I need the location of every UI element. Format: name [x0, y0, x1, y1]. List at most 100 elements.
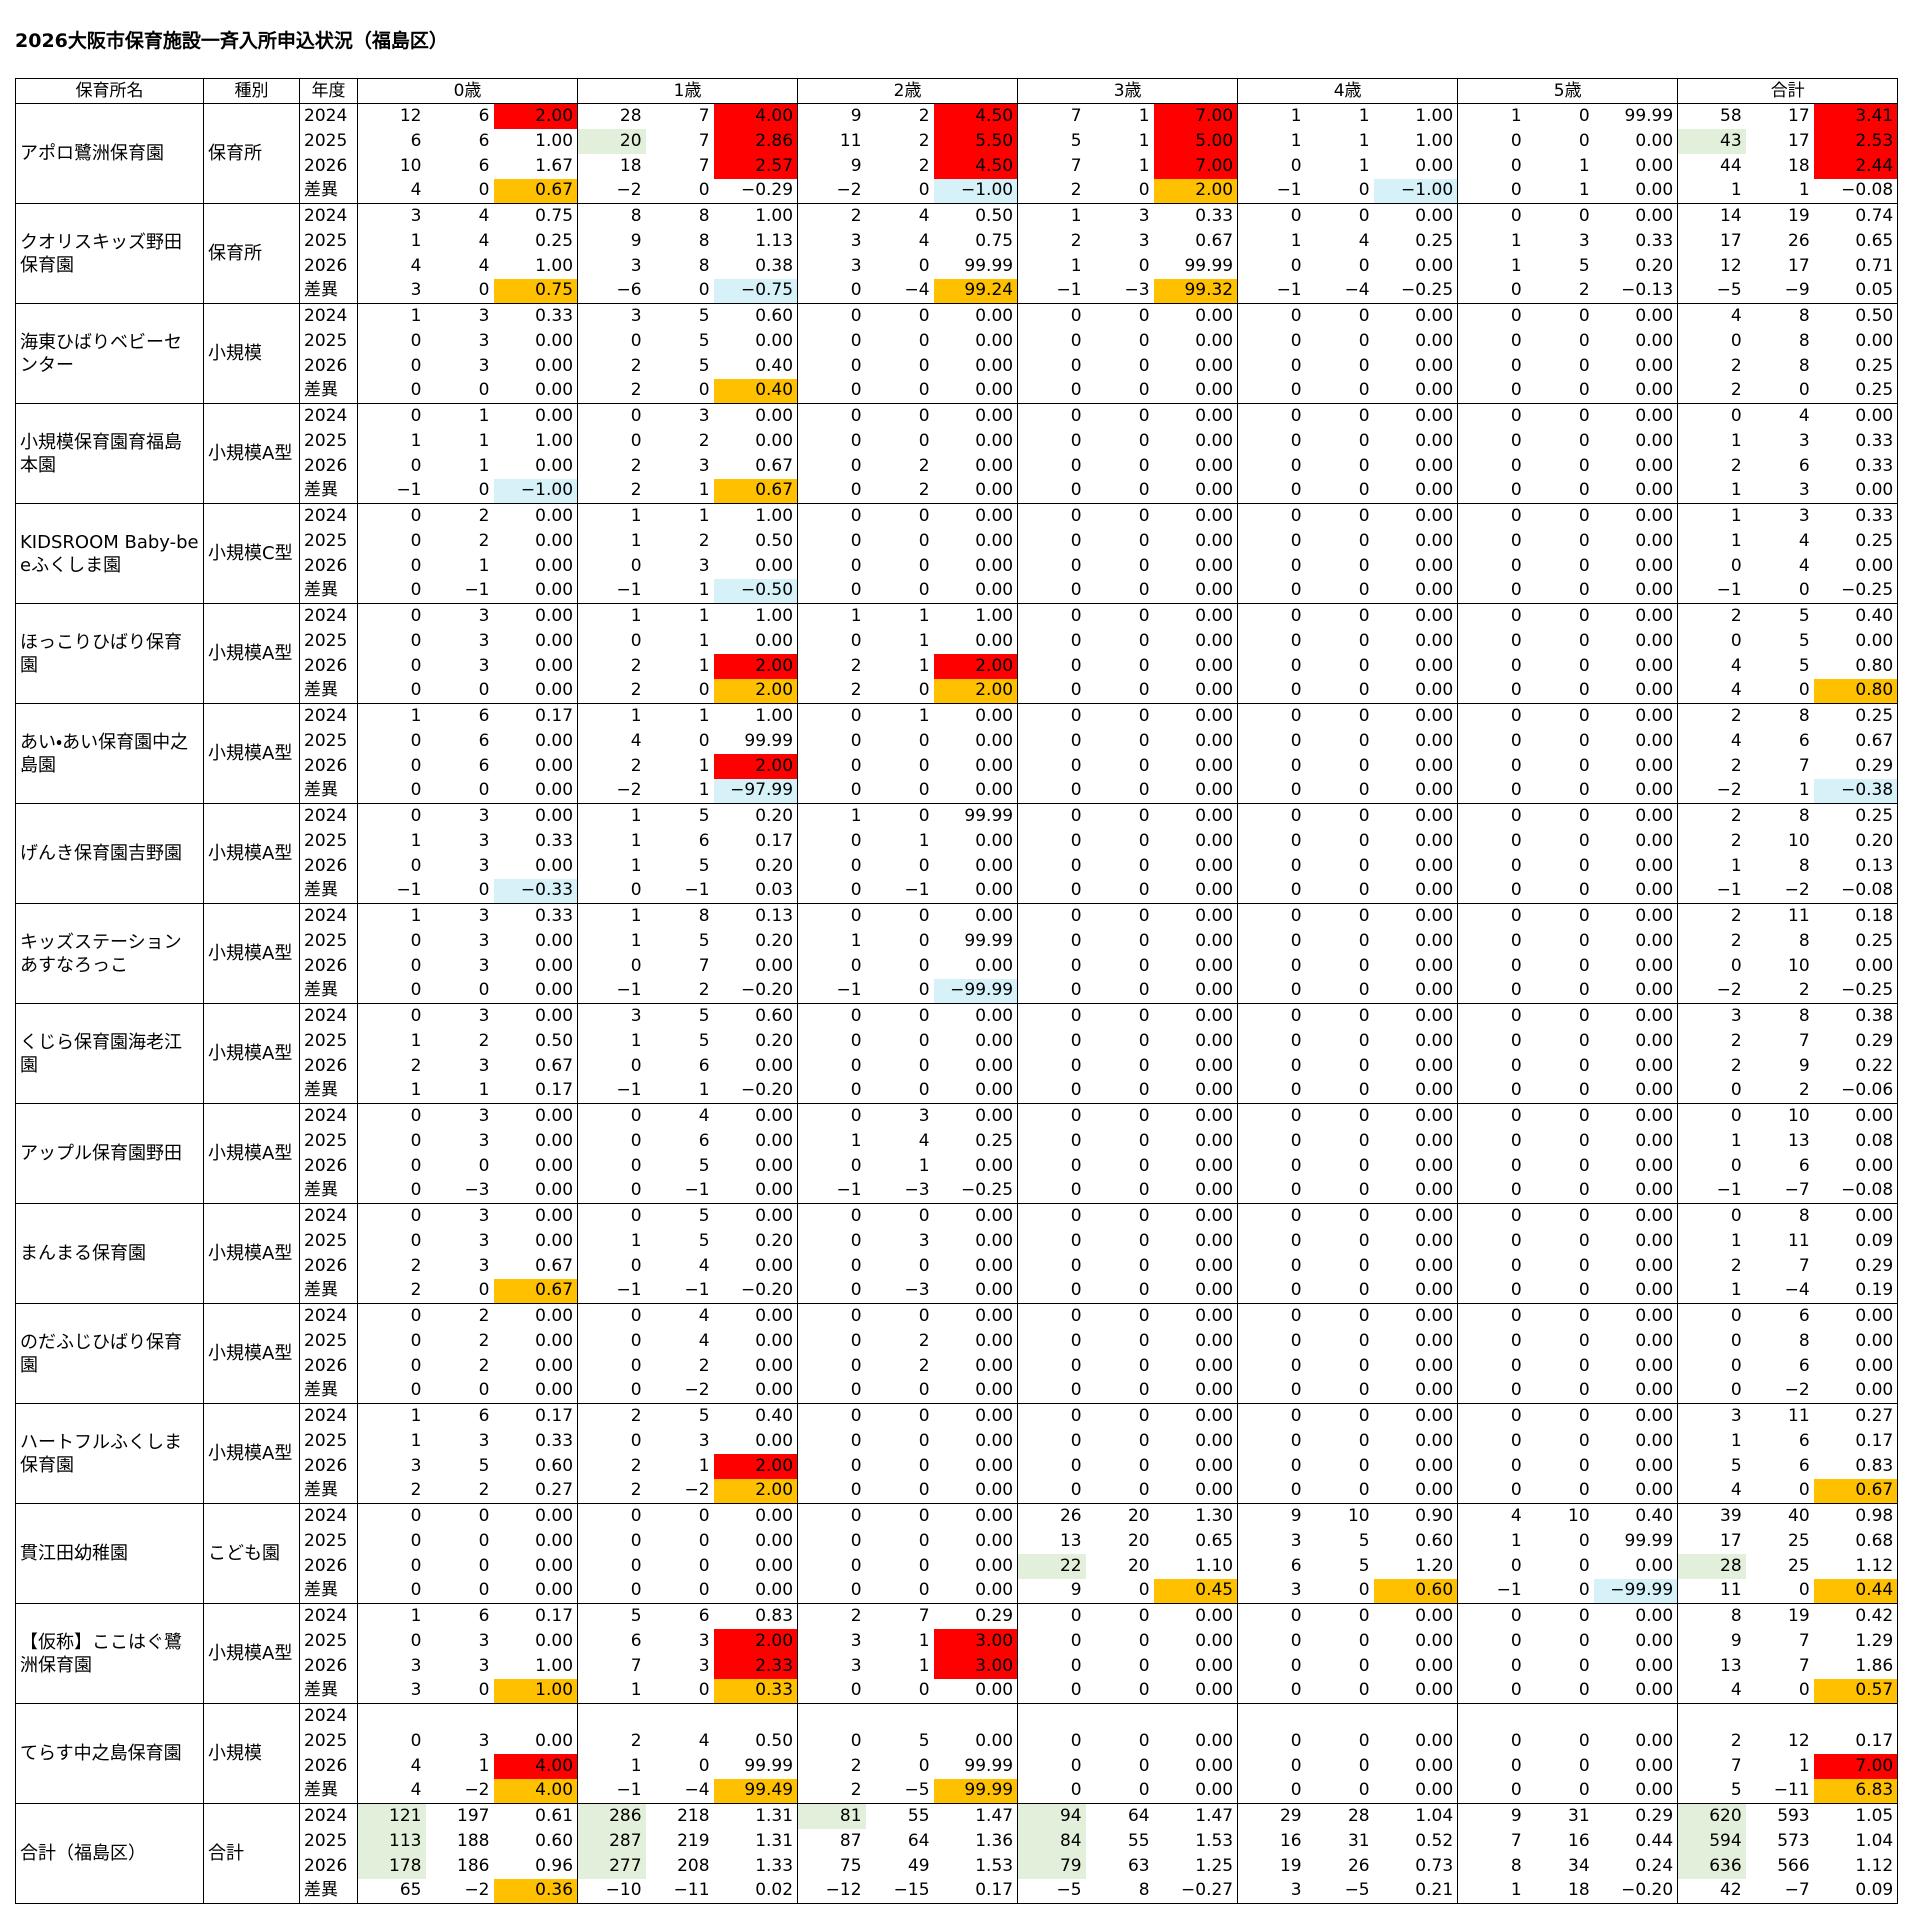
value-cell: 0: [1510, 655, 1522, 676]
value-cell: 0: [410, 1155, 422, 1176]
value-cell: −2: [645, 1378, 714, 1404]
value-cell: 0.60: [493, 1453, 579, 1479]
value-cell: 0.17: [493, 1078, 579, 1104]
value-cell: 1: [630, 1030, 642, 1051]
value-cell: 0.65: [1813, 228, 1899, 254]
value-cell: 3: [698, 555, 710, 576]
value-cell: 0: [918, 905, 930, 926]
value-cell: 0.00: [933, 1303, 1019, 1329]
value-cell: 3: [478, 305, 490, 326]
value-cell: 0: [478, 1555, 490, 1576]
value-cell: 0: [1510, 455, 1522, 476]
value-cell: 0: [1510, 1755, 1522, 1776]
value-cell: 0: [1070, 1155, 1082, 1176]
value-cell: 0.00: [933, 1528, 1019, 1554]
value-cell: 0: [1237, 378, 1306, 404]
value-cell: 0: [1510, 1455, 1522, 1476]
value-cell: 0.21: [1373, 1878, 1459, 1904]
value-cell: 0.00: [713, 403, 799, 429]
value-cell: 0.00: [493, 1303, 579, 1329]
value-cell: 0: [1578, 1255, 1590, 1276]
value-cell: −1: [577, 978, 646, 1004]
value-cell: 0: [1457, 378, 1526, 404]
year-cell: 差異: [299, 1278, 358, 1304]
value-cell: 1: [850, 1130, 862, 1151]
value-cell: 1: [645, 778, 714, 804]
value-cell: 2: [630, 1455, 642, 1476]
value-cell: 0.00: [1593, 803, 1679, 829]
value-cell: 4: [630, 730, 642, 751]
value-cell: 0.00: [493, 928, 579, 954]
value-cell: 4: [698, 1305, 710, 1326]
value-cell: 0.00: [1593, 778, 1679, 804]
value-cell: 0: [850, 955, 862, 976]
value-cell: 0: [1017, 1078, 1086, 1104]
column-header: 保育所名: [15, 78, 204, 104]
value-cell: 0.00: [1373, 1378, 1459, 1404]
value-cell: −99.99: [1593, 1578, 1679, 1604]
value-cell: 0: [1070, 830, 1082, 851]
value-cell: 0.00: [1153, 1103, 1239, 1129]
value-cell: 0: [1070, 530, 1082, 551]
value-cell: 2: [1730, 830, 1742, 851]
value-cell: 11: [1788, 905, 1810, 926]
value-cell: 1.00: [1373, 103, 1459, 129]
value-cell: 2: [577, 378, 646, 404]
value-cell: 0: [1358, 805, 1370, 826]
table-row: 2026 2 3 0.67 0 4 0.00 0 0 0.00 0 0 0.00 0 0 0.00 0 0 0.00…: [16, 1253, 1899, 1279]
value-cell: 1: [630, 930, 642, 951]
table-row: 差異 4 −2 4.00 −1 −4 99.49 2 −5 99.99 0 0 0.00 0 0 0.00 0 0…: [16, 1778, 1899, 1804]
value-cell: 0: [797, 378, 866, 404]
value-cell: 0: [1510, 755, 1522, 776]
value-cell: 8: [1730, 1605, 1742, 1626]
facility-name: 小規模保育園育福島本園: [15, 403, 204, 504]
value-cell: 0: [1358, 505, 1370, 526]
value-cell: 0: [1017, 1678, 1086, 1704]
value-cell: 0: [1290, 1430, 1302, 1451]
value-cell: 0.00: [1373, 903, 1459, 929]
table-row: 貫江田幼稚園 こども園 2024 0 0 0.00 0 0 0.00 0 0 0.00 26 20 1.30…: [15, 1503, 1899, 1604]
value-cell: 0.00: [933, 403, 1019, 429]
value-cell: 4: [410, 255, 422, 276]
value-cell: 0: [1070, 405, 1082, 426]
value-cell: 0: [630, 1305, 642, 1326]
value-cell: 0.00: [1593, 578, 1679, 604]
value-cell: 0: [918, 1305, 930, 1326]
value-cell: 0.00: [1593, 553, 1679, 579]
value-cell: 5: [1798, 655, 1810, 676]
value-cell: 2: [850, 1605, 862, 1626]
value-cell: 0: [1290, 1105, 1302, 1126]
value-cell: 0: [410, 1130, 422, 1151]
value-cell: 2: [850, 655, 862, 676]
value-cell: 0: [797, 1478, 866, 1504]
value-cell: 8: [698, 255, 710, 276]
value-cell: −99.99: [933, 978, 1019, 1004]
value-cell: 55: [1127, 1830, 1150, 1851]
value-cell: 25: [1788, 1530, 1810, 1551]
value-cell: 99.32: [1153, 278, 1239, 304]
value-cell: 1: [1138, 105, 1150, 126]
value-cell: 0: [1510, 855, 1522, 876]
value-cell: 0: [865, 678, 934, 704]
value-cell: 0: [1510, 1405, 1522, 1426]
value-cell: 2: [698, 530, 710, 551]
table-row: まんまる保育園 小規模A型 2024 0 3 0.00 0 5 0.00 0 0 0.00 0 0 0.00…: [15, 1203, 1899, 1304]
value-cell: 0.20: [713, 1228, 799, 1254]
value-cell: 0.00: [933, 1028, 1019, 1054]
value-cell: 0: [698, 1755, 710, 1776]
value-cell: 0: [1017, 1378, 1086, 1404]
value-cell: 0.17: [933, 1878, 1019, 1904]
value-cell: 5: [698, 1205, 710, 1226]
value-cell: 0: [1578, 605, 1590, 626]
value-cell: 0.00: [933, 728, 1019, 754]
value-cell: 0: [1510, 1730, 1522, 1751]
value-cell: 7.00: [1153, 153, 1239, 179]
value-cell: 2.00: [713, 653, 799, 679]
value-cell: 0.00: [1373, 778, 1459, 804]
column-header: 4歳: [1237, 78, 1459, 104]
value-cell: 0: [918, 530, 930, 551]
year-cell: 2024: [299, 103, 358, 129]
value-cell: 0: [1070, 955, 1082, 976]
value-cell: 0.20: [713, 853, 799, 879]
value-cell: −0.25: [933, 1178, 1019, 1204]
